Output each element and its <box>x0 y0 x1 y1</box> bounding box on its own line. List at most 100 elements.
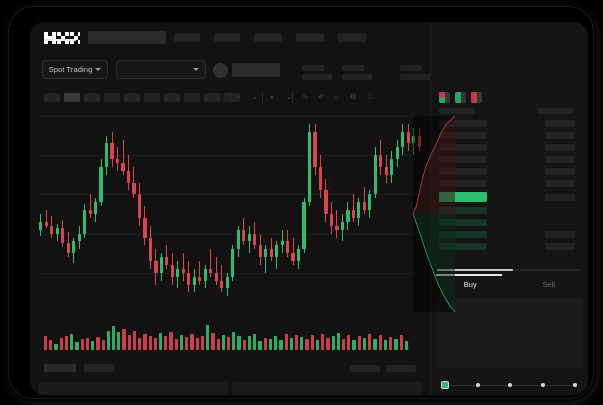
bid-row-price[interactable] <box>439 219 487 226</box>
timeframe-button-6[interactable] <box>164 93 180 102</box>
candles-icon[interactable]: ░ <box>220 93 225 101</box>
nav-item-4[interactable] <box>338 33 366 42</box>
pair-select[interactable] <box>116 60 206 79</box>
candle <box>44 210 48 228</box>
order-field-2[interactable] <box>436 344 583 367</box>
timeframe-button-0[interactable] <box>44 93 60 102</box>
order-field-1[interactable] <box>436 321 583 344</box>
tab-sell[interactable]: Sell <box>542 280 555 289</box>
volume-bar <box>75 342 79 350</box>
timeframe-button-8[interactable] <box>204 93 220 102</box>
ask-row-size[interactable] <box>545 168 575 175</box>
candle-body <box>324 190 328 214</box>
orders-tab-0[interactable] <box>44 364 76 372</box>
line-tool-icon[interactable]: ∿ <box>302 93 308 101</box>
ask-row-price[interactable] <box>439 168 487 175</box>
order-field-0[interactable] <box>436 298 583 321</box>
volume-bar <box>310 335 314 350</box>
ask-row-price[interactable] <box>439 180 487 187</box>
tab-buy[interactable]: Buy <box>463 280 477 289</box>
timeframe-button-1[interactable] <box>64 93 80 102</box>
volume-bar <box>253 334 257 350</box>
orderbook-asks-icon[interactable] <box>471 91 482 103</box>
candle-body <box>417 135 421 148</box>
volume-bar <box>54 344 58 350</box>
volume-bar <box>179 334 184 350</box>
ask-row-price[interactable] <box>439 132 487 139</box>
candle-body <box>159 257 163 273</box>
timeframe-button-9[interactable] <box>224 93 240 102</box>
volume-bar <box>148 335 152 350</box>
fullscreen-icon[interactable]: ⛶ <box>368 93 373 101</box>
slider-stop-75[interactable] <box>540 382 545 387</box>
orders-panel-1[interactable] <box>232 382 422 395</box>
timeframe-button-4[interactable] <box>124 93 140 102</box>
settings-icon[interactable]: ⚙ <box>350 93 357 101</box>
ask-row-price[interactable] <box>439 120 487 127</box>
okx-logo[interactable] <box>44 32 80 44</box>
candle <box>258 233 262 265</box>
bid-row-price[interactable] <box>439 243 487 250</box>
trading-mode-select[interactable]: Spot Trading <box>42 60 108 79</box>
ask-row-size[interactable] <box>545 120 575 127</box>
candle <box>61 219 65 248</box>
orders-tab-1[interactable] <box>84 364 114 372</box>
volume-bar <box>347 334 351 350</box>
timeframe-button-3[interactable] <box>104 93 120 102</box>
volume-bar <box>164 336 168 350</box>
nav-item-1[interactable] <box>214 33 240 42</box>
buy-sell-tabs: Buy Sell <box>431 275 588 295</box>
bid-row-size[interactable] <box>545 243 575 250</box>
volume-bar <box>368 334 372 350</box>
indicator-dropdown-icon[interactable]: ⌄ <box>252 93 258 101</box>
candle-wick <box>199 261 201 285</box>
candle <box>324 178 328 222</box>
candle-body <box>110 143 114 160</box>
stat-label <box>342 65 364 71</box>
bid-row-price[interactable] <box>439 231 487 238</box>
bid-row-price[interactable] <box>439 207 487 214</box>
orders-action-0[interactable] <box>350 365 380 372</box>
nav-item-2[interactable] <box>254 33 282 42</box>
candlestick-chart[interactable] <box>30 108 455 318</box>
percent-slider[interactable] <box>441 380 579 390</box>
ask-row-price[interactable] <box>439 144 487 151</box>
orderbook-both-icon[interactable] <box>439 91 450 103</box>
compare-dropdown-icon[interactable]: ⌄ <box>286 93 292 101</box>
ask-row-price[interactable] <box>439 156 487 163</box>
nav-item-3[interactable] <box>296 33 324 42</box>
nav-item-0[interactable] <box>174 33 200 42</box>
ask-row-size[interactable] <box>545 132 575 139</box>
alert-icon[interactable]: ⌂ <box>334 93 339 101</box>
ask-row-size[interactable] <box>545 144 575 151</box>
orders-panel-0[interactable] <box>38 382 228 395</box>
bid-row-size[interactable] <box>545 231 575 238</box>
slider-stop-25[interactable] <box>475 382 480 387</box>
candle <box>296 245 301 269</box>
candle <box>143 206 147 246</box>
timeframe-button-2[interactable] <box>84 93 100 102</box>
candle <box>88 194 92 218</box>
candle-body <box>94 202 98 214</box>
timeframe-button-5[interactable] <box>144 93 160 102</box>
orderbook-rows[interactable] <box>431 108 588 266</box>
pencil-icon[interactable]: ✐ <box>318 93 324 101</box>
orderbook-bids-icon[interactable] <box>455 91 466 103</box>
ask-row-size[interactable] <box>545 156 575 163</box>
search-input[interactable] <box>88 31 166 44</box>
volume-bar <box>59 338 63 350</box>
slider-stop-100[interactable] <box>573 382 577 387</box>
slider-handle[interactable] <box>441 380 449 389</box>
timeframe-button-7[interactable] <box>184 93 200 102</box>
orders-action-1[interactable] <box>386 365 416 372</box>
slider-stop-50[interactable] <box>508 382 512 387</box>
ask-row-size[interactable] <box>545 180 575 187</box>
candle-body <box>83 210 87 234</box>
toolbar-separator-0 <box>230 92 231 103</box>
volume-bar <box>352 339 356 350</box>
volume-bar <box>70 334 74 350</box>
orderbook-scrollbar-thumb[interactable] <box>437 269 513 271</box>
indicator-icon[interactable]: ≈ <box>236 93 240 101</box>
compare-icon[interactable]: ⩚ <box>270 93 274 101</box>
volume-bar <box>394 338 398 350</box>
